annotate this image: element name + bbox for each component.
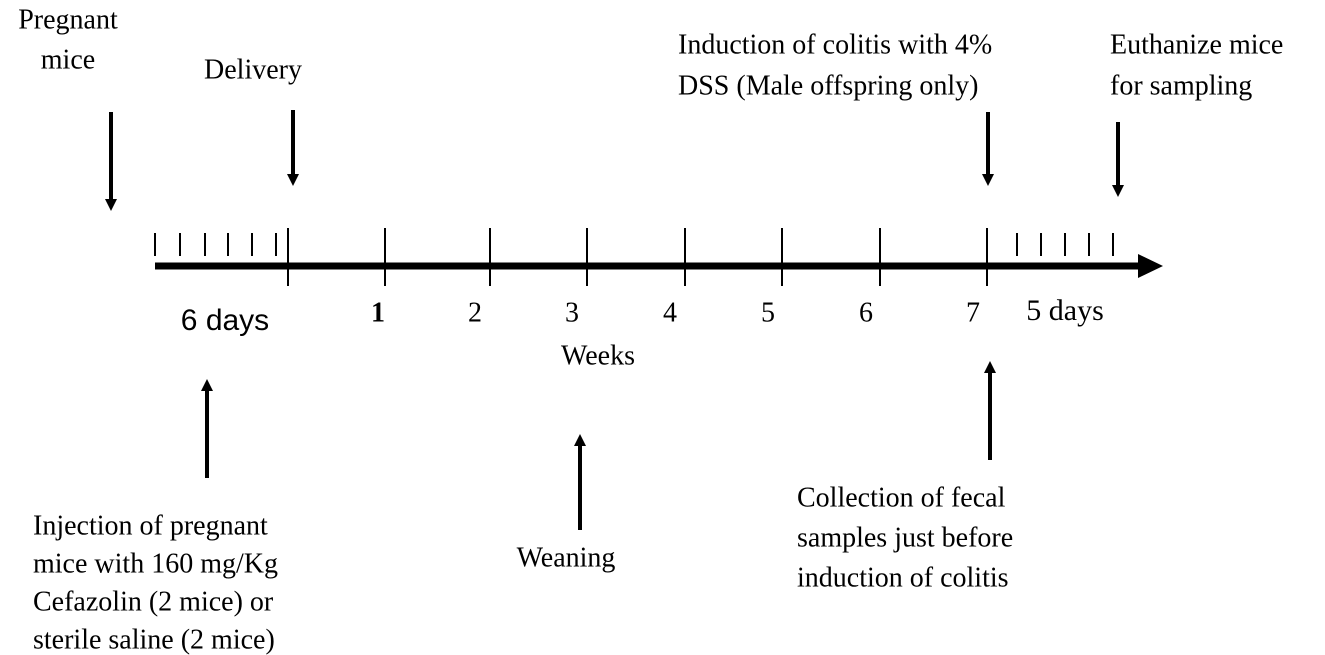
annotation-line: mice with 160 mg/Kg bbox=[33, 548, 278, 579]
annotation-line: sterile saline (2 mice) bbox=[33, 624, 275, 655]
ticks bbox=[154, 228, 1114, 286]
annotation-line: samples just before bbox=[797, 522, 1013, 553]
week-label: 4 bbox=[663, 297, 677, 328]
annotation-line: Cefazolin (2 mice) or bbox=[33, 586, 274, 617]
week-label: 6 bbox=[859, 297, 873, 328]
annotation-line: Induction of colitis with 4% bbox=[678, 29, 992, 60]
week-label: 5 bbox=[761, 297, 775, 328]
annotation-line: Weaning bbox=[517, 542, 616, 573]
annotation-line: for sampling bbox=[1110, 70, 1252, 101]
annotation-line: Euthanize mice bbox=[1110, 29, 1283, 60]
week-label: 2 bbox=[468, 297, 482, 328]
week-label: 3 bbox=[565, 297, 579, 328]
post-label: 5 days bbox=[1026, 294, 1104, 327]
axis-arrowhead bbox=[1138, 254, 1163, 278]
week-label: 7 bbox=[966, 297, 980, 328]
axis-label: Weeks bbox=[561, 340, 635, 371]
pre-label: 6 days bbox=[181, 304, 269, 337]
arrows bbox=[105, 110, 1124, 530]
annotation-line: Pregnant bbox=[18, 4, 118, 35]
annotation-line: Injection of pregnant bbox=[33, 510, 268, 541]
annotation-line: mice bbox=[41, 44, 95, 75]
week-label: 1 bbox=[371, 297, 385, 328]
annotation-line: Delivery bbox=[204, 54, 302, 85]
annotation-line: Collection of fecal bbox=[797, 482, 1006, 513]
annotation-line: DSS (Male offspring only) bbox=[678, 70, 978, 101]
annotation-line: induction of colitis bbox=[797, 562, 1009, 593]
